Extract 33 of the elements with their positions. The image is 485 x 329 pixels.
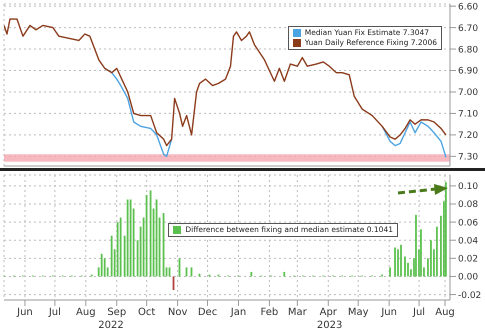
y-tick-label: 0.04 [458, 236, 478, 246]
x-tick-label: Aug [435, 307, 455, 318]
x-tick-label: Oct [138, 307, 156, 318]
x-tick-label: Sep [107, 307, 126, 318]
y-tick-label: 0.00 [458, 272, 478, 283]
y-tick-label: 0.10 [458, 182, 478, 192]
x-tick-label: Nov [168, 307, 188, 318]
x-tick-label: Jul [48, 307, 61, 318]
x-tick-label: Jul [412, 307, 426, 318]
y-tick-label: 6.80 [458, 45, 478, 56]
y-tick-label: 0.08 [458, 200, 478, 210]
y-tick-label: 7.20 [458, 131, 478, 142]
text: 2023 [316, 320, 342, 329]
x-tick-label: Jun [16, 307, 33, 318]
x-tick-label: Feb [260, 307, 278, 318]
x-tick-label: Apr [320, 307, 338, 318]
text: 2022 [98, 320, 124, 329]
y-tick-label: 7.30 [458, 152, 478, 163]
y-tick-label: 6.60 [458, 2, 478, 12]
x-tick-label: Mar [288, 307, 308, 318]
y-tick-label: 0.06 [458, 218, 478, 228]
line-series [4, 18, 447, 146]
x-tick-label: Jan [230, 307, 246, 318]
y-tick-label: 6.90 [458, 66, 478, 77]
y-tick-label: -0.02 [458, 290, 482, 301]
x-tick-label: Aug [76, 307, 96, 318]
y-tick-label: 6.70 [458, 24, 478, 34]
y-tick-label: 0.02 [458, 254, 478, 265]
y-tick-label: 7.10 [458, 110, 478, 120]
x-tick-label: Jun [380, 307, 397, 318]
y-tick-label: 7.00 [458, 88, 478, 98]
x-tick-label: May [348, 307, 369, 318]
x-tick-label: Dec [198, 307, 218, 318]
